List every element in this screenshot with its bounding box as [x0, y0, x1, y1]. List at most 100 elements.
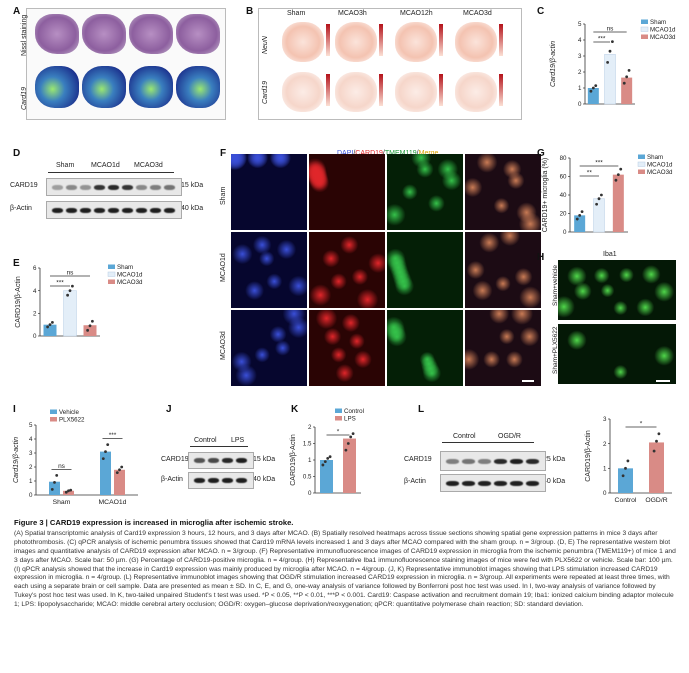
card19-heatmap-image	[395, 72, 437, 112]
panel-e-letter: E	[13, 258, 20, 269]
legend-label: PLX5622	[59, 417, 85, 424]
panel-j-group-lps: LPS	[231, 437, 245, 444]
bar	[43, 324, 57, 336]
panel-a-letter: A	[13, 6, 21, 17]
y-tick-label: 4	[29, 436, 33, 443]
panel-l-row-card19: CARD19	[404, 456, 432, 463]
bar	[593, 198, 605, 233]
card19-spatial-image	[176, 66, 220, 108]
blot-band	[136, 207, 147, 213]
panel-a-row-label-nissl: Nissl staining	[21, 14, 28, 56]
bar	[343, 438, 356, 493]
bar	[587, 88, 599, 104]
blot-band	[122, 207, 133, 213]
data-point	[50, 488, 54, 491]
x-tick-label: Control	[615, 497, 637, 504]
panel-h-header: Iba1	[603, 251, 617, 258]
blot-band	[208, 458, 219, 463]
heatmap-colorbar	[379, 24, 383, 56]
data-point	[619, 167, 623, 171]
bar	[320, 460, 333, 493]
data-point	[115, 471, 119, 474]
panel-j-kda-40: 40 kDa	[253, 476, 276, 483]
panel-j-group-line	[190, 446, 248, 447]
x-tick-label: MCAO1d	[99, 499, 127, 506]
data-point	[657, 432, 661, 436]
y-tick-label: 5	[578, 21, 582, 28]
panel-l-kda-40: 40 kDa	[543, 478, 566, 485]
legend-swatch	[641, 19, 648, 24]
y-tick-label: 0	[33, 333, 37, 340]
blot-strip	[46, 178, 182, 196]
chart-c: 0 1 2 3 4 5 Card19/β-actin ns*** ShamMCAO1dMCAO3…	[550, 19, 676, 108]
blot-band	[494, 480, 507, 486]
blot-band	[194, 478, 205, 483]
y-tick-label: 3	[578, 53, 582, 60]
data-point	[101, 457, 105, 460]
significance-label: **	[587, 170, 593, 177]
data-point	[48, 323, 52, 327]
legend-label: MCAO3d	[647, 169, 673, 176]
panel-f-row-mcao3d: MCAO3d	[220, 331, 227, 360]
panel-l-group-control: Control	[453, 433, 476, 440]
data-point	[600, 193, 603, 197]
legend-label: LPS	[344, 416, 356, 423]
if-image-tile	[465, 154, 541, 230]
bar	[574, 215, 586, 232]
data-point	[346, 442, 350, 445]
blot-band	[52, 207, 63, 213]
data-point	[349, 435, 353, 439]
x-tick-label: Sham	[53, 499, 71, 506]
legend-label: Sham	[647, 154, 663, 161]
data-point	[321, 463, 325, 467]
card19-spatial-image	[35, 66, 79, 108]
panel-b-row-card19: Card19	[262, 81, 269, 104]
blot-band	[236, 458, 247, 463]
panel-c-letter: C	[537, 6, 545, 17]
y-tick-label: 1	[29, 478, 33, 485]
y-tick-label: 3	[29, 450, 33, 457]
legend-label: MCAO3d	[650, 34, 676, 41]
data-point	[67, 489, 70, 493]
bar	[604, 54, 616, 105]
data-point	[86, 328, 89, 332]
legend-swatch	[637, 161, 646, 167]
panel-b-row-neun: NeuN	[262, 36, 269, 54]
data-point	[64, 490, 68, 494]
y-tick-label: 0	[29, 492, 33, 499]
bar	[114, 469, 125, 495]
data-point	[120, 465, 124, 469]
blot-band	[164, 184, 175, 190]
neun-heatmap-image	[395, 22, 437, 62]
data-point	[55, 474, 59, 477]
data-point	[589, 89, 593, 93]
chart-l: 0 1 2 3 CARD19/β-Actin Control OGD/R *	[585, 416, 672, 504]
legend-label: Sham	[117, 264, 133, 271]
panel-j-row-card19: CARD19	[161, 456, 189, 463]
legend-swatch	[108, 279, 115, 284]
significance-label: *	[337, 429, 340, 436]
data-point	[595, 202, 598, 206]
blot-band	[446, 480, 459, 486]
y-tick-label: 5	[29, 422, 33, 429]
y-tick-label: 1.5	[303, 441, 312, 448]
panel-j-row-actin: β-Actin	[161, 476, 183, 483]
data-point	[351, 432, 355, 435]
blot-band	[494, 458, 507, 464]
y-tick-label: 3	[603, 416, 607, 423]
data-point	[622, 81, 626, 85]
panel-l-group-ogdr: OGD/R	[498, 433, 521, 440]
chart-i: 0 1 2 3 4 5 Card19/β-actin Sham MCAO1d ns *** Vehic…	[13, 409, 138, 506]
data-point	[344, 448, 348, 452]
blot-band	[66, 207, 77, 213]
bar	[612, 174, 624, 232]
panel-f-header-merge: Merge	[419, 150, 439, 157]
legend-label: Sham	[650, 19, 666, 26]
data-point	[323, 460, 327, 464]
blot-strip	[188, 472, 254, 489]
y-tick-label: 0	[563, 229, 567, 236]
figure-caption: Figure 3 | CARD19 expression is increase…	[14, 518, 678, 610]
panel-d-letter: D	[13, 148, 21, 159]
